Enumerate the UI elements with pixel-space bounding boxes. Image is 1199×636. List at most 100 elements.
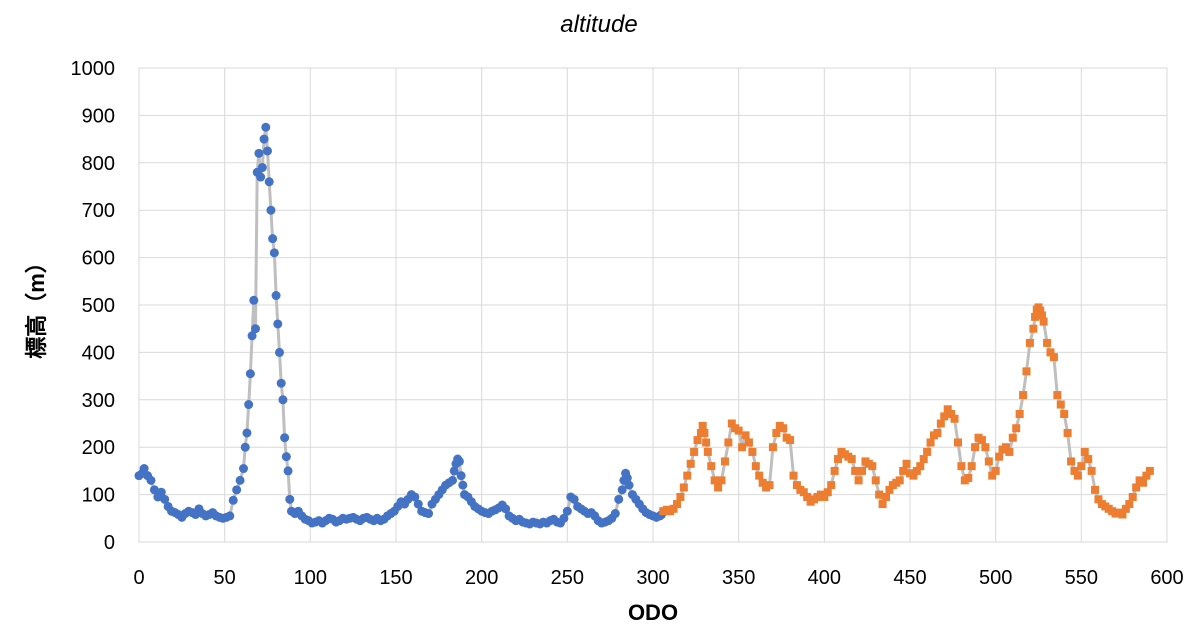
- data-point: [458, 480, 468, 490]
- data-point: [256, 172, 266, 182]
- data-point: [991, 466, 1000, 475]
- data-point: [799, 488, 808, 497]
- data-point: [273, 319, 283, 329]
- data-point: [1091, 485, 1100, 494]
- data-point: [744, 438, 753, 447]
- data-point: [1031, 312, 1040, 321]
- data-point: [278, 395, 288, 405]
- data-point: [977, 436, 986, 445]
- y-tick-label: 600: [82, 248, 115, 270]
- data-point: [1012, 424, 1021, 433]
- data-point: [717, 476, 726, 485]
- data-point: [1080, 447, 1089, 456]
- data-point: [868, 462, 877, 471]
- y-tick-label: 700: [82, 200, 115, 222]
- data-point: [1037, 311, 1046, 320]
- data-point: [281, 452, 291, 462]
- data-point: [225, 511, 235, 521]
- data-point: [283, 466, 293, 476]
- y-tick-label: 0: [104, 532, 115, 554]
- data-point: [448, 475, 458, 485]
- x-tick-label: 100: [294, 567, 327, 589]
- data-point: [710, 476, 719, 485]
- data-point: [669, 504, 678, 513]
- data-point: [1125, 500, 1134, 509]
- data-point: [424, 509, 434, 519]
- x-axis-title: ODO: [628, 600, 678, 625]
- data-markers: [134, 122, 1154, 529]
- data-point: [156, 487, 166, 497]
- data-point: [1077, 462, 1086, 471]
- data-point: [1056, 400, 1065, 409]
- data-point: [285, 494, 295, 504]
- data-point: [1142, 471, 1151, 480]
- y-tick-label: 500: [82, 295, 115, 317]
- data-point: [768, 443, 777, 452]
- data-point: [940, 412, 949, 421]
- data-point: [274, 347, 284, 357]
- data-point: [501, 504, 511, 514]
- data-point: [714, 483, 723, 492]
- data-point: [792, 481, 801, 490]
- data-point: [1005, 447, 1014, 456]
- plot-area-border: [138, 67, 1168, 543]
- data-point: [779, 424, 788, 433]
- data-point: [834, 455, 843, 464]
- data-point: [967, 462, 976, 471]
- y-tick-label: 1000: [71, 58, 116, 80]
- x-axis-tick-labels: 0 50 100 150 200 250 300 350 400 450 500 550 600: [133, 567, 1183, 589]
- x-tick-label: 250: [551, 567, 584, 589]
- data-point: [413, 499, 423, 509]
- data-point: [146, 475, 156, 485]
- data-point: [251, 324, 261, 334]
- data-point: [1053, 391, 1062, 400]
- y-tick-label: 300: [82, 390, 115, 412]
- data-point: [690, 447, 699, 456]
- x-tick-label: 150: [379, 567, 412, 589]
- data-point: [676, 492, 685, 501]
- x-tick-label: 200: [465, 567, 498, 589]
- data-point: [1049, 353, 1058, 362]
- data-point: [823, 488, 832, 497]
- data-point: [912, 466, 921, 475]
- data-point: [247, 331, 257, 341]
- data-point: [916, 462, 925, 471]
- data-point: [964, 474, 973, 483]
- data-point: [249, 295, 259, 305]
- data-point: [700, 428, 709, 437]
- data-point: [741, 431, 750, 440]
- data-point: [957, 462, 966, 471]
- data-point: [245, 369, 255, 379]
- series-1-markers: [134, 122, 667, 529]
- x-tick-label: 300: [636, 567, 669, 589]
- data-point: [254, 148, 264, 158]
- data-point: [263, 146, 272, 156]
- data-point: [559, 513, 569, 523]
- data-point: [758, 478, 767, 487]
- data-point: [1060, 410, 1069, 419]
- data-point: [1067, 457, 1076, 466]
- data-point: [1036, 306, 1045, 315]
- data-point: [1019, 391, 1028, 400]
- data-point: [875, 490, 884, 499]
- data-point: [614, 494, 624, 504]
- data-point: [772, 428, 781, 437]
- data-point: [693, 436, 702, 445]
- data-point: [786, 436, 795, 445]
- data-point: [244, 400, 254, 410]
- data-point: [1008, 433, 1017, 442]
- data-point: [266, 205, 276, 215]
- data-point: [139, 464, 149, 474]
- x-tick-label: 400: [808, 567, 841, 589]
- data-point: [160, 494, 170, 504]
- data-point: [971, 443, 980, 452]
- y-tick-label: 400: [82, 342, 115, 364]
- x-tick-label: 600: [1150, 567, 1183, 589]
- data-point: [858, 466, 867, 475]
- data-point: [617, 485, 627, 495]
- data-point: [755, 471, 764, 480]
- data-point: [1039, 317, 1048, 326]
- data-point: [1070, 466, 1079, 475]
- x-tick-label: 500: [979, 567, 1012, 589]
- data-point: [149, 485, 159, 495]
